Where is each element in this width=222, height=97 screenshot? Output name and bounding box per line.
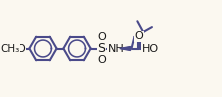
Polygon shape bbox=[120, 46, 131, 51]
Text: HO: HO bbox=[141, 43, 159, 54]
Polygon shape bbox=[120, 47, 131, 50]
Text: S: S bbox=[97, 42, 105, 55]
Text: O: O bbox=[135, 31, 143, 41]
Text: NH: NH bbox=[108, 43, 124, 54]
Text: O: O bbox=[97, 32, 106, 42]
Text: O: O bbox=[97, 55, 106, 65]
Text: O: O bbox=[16, 43, 25, 54]
Text: CH₃: CH₃ bbox=[0, 43, 20, 54]
